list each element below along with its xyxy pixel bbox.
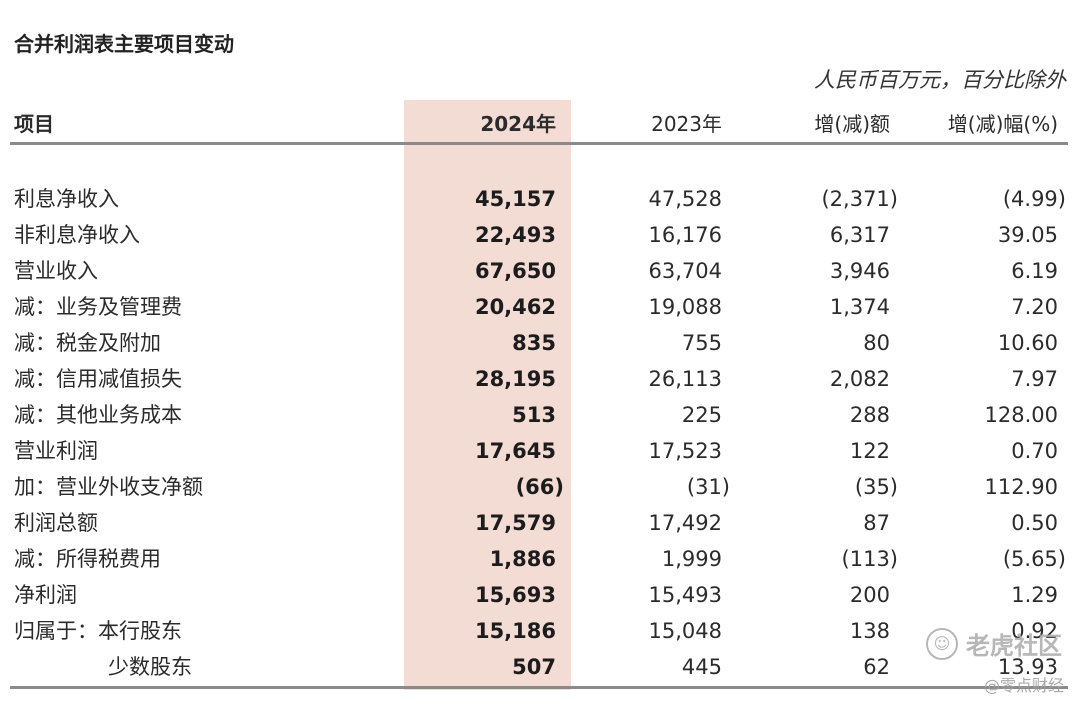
table-row: 加：营业外收支净额 (66) (31) (35) 112.90 — [0, 472, 1080, 508]
header-change-pct: 增(减)幅(%) — [947, 112, 1058, 136]
value-2024: 17,579 — [474, 511, 556, 535]
value-change-pct: 13.93 — [997, 655, 1058, 679]
tiger-community-logo-icon: ☺ — [926, 627, 958, 660]
value-change-pct: 0.70 — [1011, 439, 1058, 463]
value-change: 87 — [863, 511, 890, 535]
value-2024: 15,693 — [474, 583, 556, 607]
value-change-pct: 7.97 — [1011, 367, 1058, 391]
value-2024: 507 — [512, 655, 556, 679]
value-change-pct: 7.20 — [1011, 295, 1058, 319]
value-2024: 513 — [512, 403, 556, 427]
value-2024: 20,462 — [474, 295, 556, 319]
table-row: 减：所得税费用 1,886 1,999 (113) (5.65) — [0, 544, 1080, 580]
value-change: 138 — [849, 619, 890, 643]
row-label: 减：信用减值损失 — [14, 367, 182, 391]
table-row: 非利息净收入 22,493 16,176 6,317 39.05 — [0, 220, 1080, 256]
value-2023: 47,528 — [648, 187, 722, 211]
value-2024: 15,186 — [474, 619, 556, 643]
table-row: 利润总额 17,579 17,492 87 0.50 — [0, 508, 1080, 544]
value-change: 3,946 — [829, 259, 890, 283]
header-2023: 2023年 — [651, 112, 722, 136]
top-rule — [10, 142, 1068, 145]
row-label: 利润总额 — [14, 511, 98, 535]
watermark-sub: @零点财经 — [983, 676, 1064, 695]
value-change: (35) — [854, 475, 898, 499]
table-row: 减：税金及附加 835 755 80 10.60 — [0, 328, 1080, 364]
value-change-pct: 0.92 — [1011, 619, 1058, 643]
row-label: 减：业务及管理费 — [14, 295, 182, 319]
value-change: (113) — [841, 547, 898, 571]
value-change: 200 — [849, 583, 890, 607]
row-label: 利息净收入 — [14, 187, 119, 211]
value-change: 80 — [863, 331, 890, 355]
value-2023: 225 — [681, 403, 722, 427]
header-change: 增(减)额 — [814, 112, 890, 136]
value-change-pct: 1.29 — [1011, 583, 1058, 607]
value-2024: 28,195 — [474, 367, 556, 391]
table-row: 归属于：本行股东 15,186 15,048 138 0.92 — [0, 616, 1080, 652]
value-2023: 17,523 — [648, 439, 722, 463]
watermark: ☺ 老虎社区 — [926, 626, 1062, 661]
value-2023: 1,999 — [661, 547, 722, 571]
value-2024: 67,650 — [474, 259, 556, 283]
value-change-pct: 39.05 — [997, 223, 1058, 247]
table-row: 减：其他业务成本 513 225 288 128.00 — [0, 400, 1080, 436]
value-2023: 15,048 — [648, 619, 722, 643]
value-change-pct: 0.50 — [1011, 511, 1058, 535]
value-change: 6,317 — [829, 223, 890, 247]
header-item: 项目 — [14, 112, 54, 136]
row-label: 减：税金及附加 — [14, 331, 161, 355]
value-2024: 45,157 — [474, 187, 556, 211]
row-label: 少数股东 — [108, 655, 192, 679]
row-label: 减：所得税费用 — [14, 547, 161, 571]
bottom-rule — [10, 686, 1068, 689]
table-row: 营业利润 17,645 17,523 122 0.70 — [0, 436, 1080, 472]
page-title: 合并利润表主要项目变动 — [14, 32, 234, 56]
value-change: 62 — [863, 655, 890, 679]
row-label: 非利息净收入 — [14, 223, 140, 247]
value-change-pct: (4.99) — [1002, 187, 1066, 211]
header-2024: 2024年 — [480, 112, 556, 136]
table-row: 减：业务及管理费 20,462 19,088 1,374 7.20 — [0, 292, 1080, 328]
value-change: 1,374 — [829, 295, 890, 319]
value-2023: 26,113 — [648, 367, 722, 391]
row-label: 加：营业外收支净额 — [14, 475, 203, 499]
value-change-pct: 112.90 — [984, 475, 1058, 499]
row-label: 减：其他业务成本 — [14, 403, 182, 427]
value-change: 122 — [849, 439, 890, 463]
value-change: 288 — [849, 403, 890, 427]
value-2023: 19,088 — [648, 295, 722, 319]
row-label: 营业利润 — [14, 439, 98, 463]
table-row: 减：信用减值损失 28,195 26,113 2,082 7.97 — [0, 364, 1080, 400]
value-2023: (31) — [686, 475, 730, 499]
watermark-text: 老虎社区 — [966, 632, 1062, 660]
value-2023: 445 — [681, 655, 722, 679]
table-row: 营业收入 67,650 63,704 3,946 6.19 — [0, 256, 1080, 292]
row-label: 净利润 — [14, 583, 77, 607]
value-2023: 15,493 — [648, 583, 722, 607]
row-label: 归属于：本行股东 — [14, 619, 182, 643]
value-change: 2,082 — [829, 367, 890, 391]
value-2024: 22,493 — [474, 223, 556, 247]
value-change-pct: (5.65) — [1002, 547, 1066, 571]
table-row: 少数股东 507 445 62 13.93 — [0, 652, 1080, 688]
value-2024: (66) — [515, 475, 564, 499]
value-change-pct: 10.60 — [997, 331, 1058, 355]
value-2024: 17,645 — [474, 439, 556, 463]
value-2023: 755 — [681, 331, 722, 355]
column-2024-highlight — [404, 100, 571, 690]
table-row: 净利润 15,693 15,493 200 1.29 — [0, 580, 1080, 616]
table-row: 利息净收入 45,157 47,528 (2,371) (4.99) — [0, 184, 1080, 220]
value-2023: 16,176 — [648, 223, 722, 247]
value-2024: 1,886 — [489, 547, 556, 571]
value-change-pct: 6.19 — [1011, 259, 1058, 283]
value-change-pct: 128.00 — [984, 403, 1058, 427]
value-2024: 835 — [512, 331, 556, 355]
unit-note: 人民币百万元，百分比除外 — [814, 68, 1066, 92]
value-change: (2,371) — [821, 187, 898, 211]
value-2023: 63,704 — [648, 259, 722, 283]
row-label: 营业收入 — [14, 259, 98, 283]
value-2023: 17,492 — [648, 511, 722, 535]
